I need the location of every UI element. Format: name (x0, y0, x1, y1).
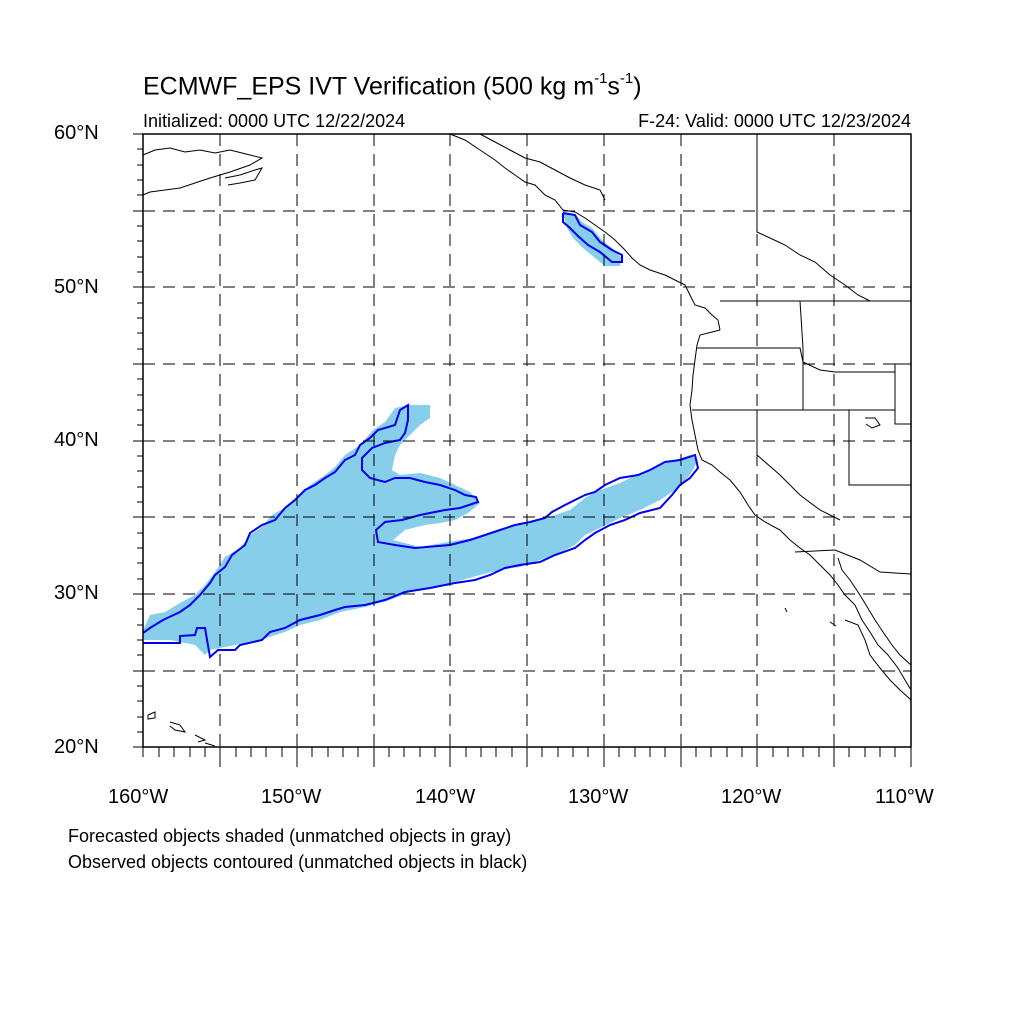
note-observed: Observed objects contoured (unmatched ob… (68, 852, 528, 872)
observed-contour-main (142, 403, 700, 659)
note-forecast: Forecasted objects shaded (unmatched obj… (68, 826, 512, 846)
title-exp2: -1 (619, 70, 634, 87)
lat-label-30n: 30°N (54, 582, 99, 604)
title-mid: s (607, 72, 620, 101)
lon-label-110w: 110°W (875, 786, 934, 808)
graticule (143, 134, 911, 747)
lon-label-120w: 120°W (721, 786, 782, 808)
lat-label-60n: 60°N (54, 122, 99, 144)
lon-label-140w: 140°W (415, 786, 476, 808)
lat-label-20n: 20°N (54, 736, 99, 758)
observed-contour-bc (562, 212, 623, 263)
coastlines (142, 133, 912, 747)
forecast-object-main (143, 405, 698, 655)
lat-label-50n: 50°N (54, 276, 99, 298)
title-exp1: -1 (594, 70, 608, 87)
title-main: ECMWF_EPS IVT Verification (500 kg m (143, 72, 595, 101)
forecast-objects (143, 213, 698, 655)
lon-label-130w: 130°W (568, 786, 629, 808)
initialized-time: Initialized: 0000 UTC 12/22/2024 (143, 111, 406, 131)
valid-time: F-24: Valid: 0000 UTC 12/23/2024 (638, 111, 911, 131)
lon-label-160w: 160°W (108, 786, 169, 808)
observed-objects (142, 212, 700, 659)
chart-title: ECMWF_EPS IVT Verification (500 kg m-1s-… (143, 70, 642, 101)
tick-marks (133, 133, 912, 767)
title-end: ) (633, 72, 642, 101)
lat-label-40n: 40°N (54, 429, 99, 451)
forecast-object-bc (563, 213, 622, 266)
lon-label-150w: 150°W (261, 786, 322, 808)
